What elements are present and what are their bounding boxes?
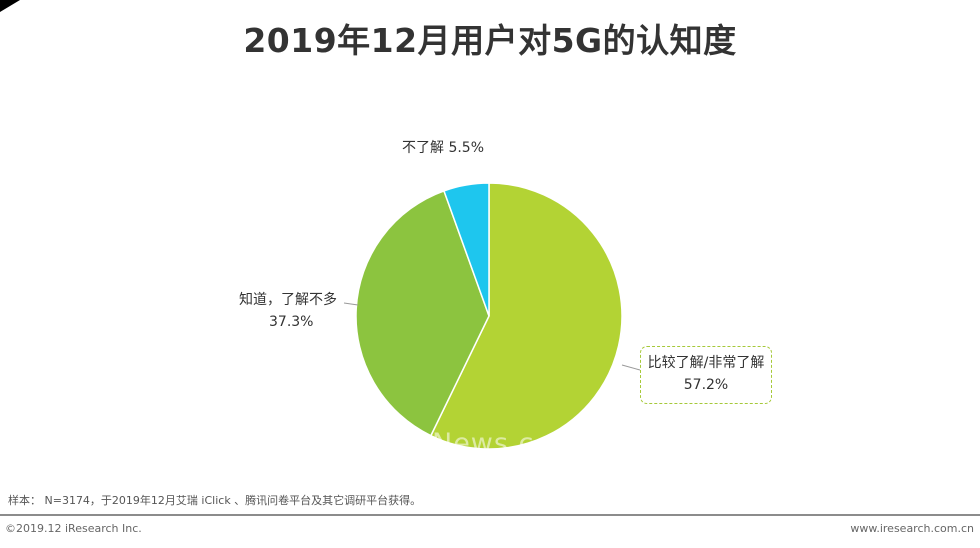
slice-label-little: 知道，了解不多 37.3% <box>239 289 337 333</box>
sample-note: 样本： N=3174，于2019年12月艾瑞 iClick 、腾讯问卷平台及其它… <box>8 494 422 507</box>
watermark: News.c <box>432 428 535 459</box>
leader-line-well <box>621 364 641 371</box>
slice-label-notknow-name: 不了解 <box>402 140 444 156</box>
slice-label-well: 比较了解/非常了解 57.2% <box>640 346 772 404</box>
leader-line-little <box>343 302 359 306</box>
website-url: www.iresearch.com.cn <box>850 522 974 535</box>
slice-label-little-value: 37.3% <box>269 314 314 330</box>
slice-label-well-value: 57.2% <box>683 377 729 393</box>
slice-label-notknow: 不了解 5.5% <box>402 137 484 159</box>
pie-slice-notknow <box>442 182 490 317</box>
copyright-text: ©2019.12 iResearch Inc. <box>5 522 142 535</box>
pie-slices <box>355 182 623 450</box>
pie-slice-little <box>355 189 490 437</box>
slice-label-notknow-value: 5.5% <box>448 140 485 156</box>
leader-lines <box>343 302 641 371</box>
slice-label-little-name: 知道，了解不多 <box>239 292 337 308</box>
slice-label-well-name: 比较了解/非常了解 <box>647 355 765 371</box>
footer-divider <box>0 514 980 516</box>
chart-title: 2019年12月用户对5G的认知度 <box>243 21 737 60</box>
pie-slice-well <box>429 182 623 450</box>
